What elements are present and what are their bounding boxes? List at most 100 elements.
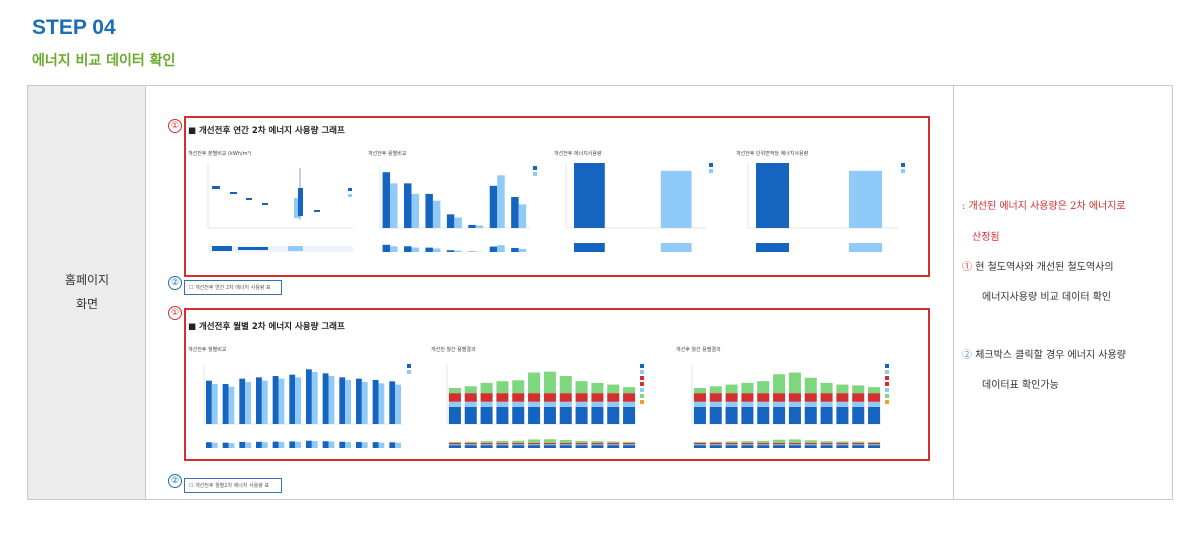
bar-개선후	[378, 383, 385, 424]
overview-bar	[756, 243, 789, 252]
overview-bar	[228, 443, 235, 448]
annual-boxplot-chart	[207, 163, 353, 252]
overview-stack	[741, 441, 754, 443]
overview-bar	[239, 441, 246, 448]
bar-개선전	[468, 224, 476, 228]
stack-light	[757, 401, 770, 407]
stack-light	[725, 401, 738, 407]
marker-2-top: ②	[168, 276, 182, 290]
overview-bar	[497, 245, 505, 252]
stack-light	[448, 401, 461, 407]
overview-bar	[849, 243, 882, 252]
note-2-line1: ① 현 철도역사와 개선된 철도역사의	[962, 261, 1114, 275]
stack-dark	[693, 406, 706, 424]
stack-red	[623, 393, 636, 402]
annual-chart-title-2: 개선전후 용별비교	[368, 151, 407, 157]
bar-개선후	[475, 225, 484, 228]
stack-red	[464, 393, 477, 402]
stack-green	[820, 382, 833, 394]
monthly-chart-title-2: 개선전 월간 용별결과	[431, 347, 476, 353]
stack-light	[528, 401, 541, 407]
stack-red	[852, 393, 865, 402]
overview-stack	[757, 445, 770, 448]
stack-light	[496, 401, 509, 407]
overview-stack	[448, 442, 461, 443]
stack-dark	[868, 406, 881, 424]
stack-red	[591, 393, 604, 402]
stack-red	[512, 393, 525, 402]
overview-stack	[709, 441, 722, 443]
overview-stack	[559, 442, 572, 445]
stack-green	[757, 381, 770, 394]
stack-green	[852, 385, 865, 394]
stack-red	[868, 393, 881, 402]
stack-dark	[528, 406, 541, 424]
overview-stack	[607, 442, 620, 445]
overview-stack	[607, 441, 620, 443]
stack-light	[480, 401, 493, 407]
stack-light	[788, 401, 801, 407]
stack-dark	[725, 406, 738, 424]
monthly-chart-title-3: 개선후 월간 용별결과	[676, 347, 721, 353]
overview-stack	[852, 445, 865, 448]
step-title: STEP 04	[32, 16, 116, 39]
stack-light	[623, 401, 636, 407]
overview-stack	[512, 440, 525, 443]
overview-stack	[496, 444, 509, 446]
bar-개선전	[256, 377, 262, 424]
screenshot-cell: ① ■ 개선전후 연간 2차 에너지 사용량 그래프 개선전후 분별비교 (kW…	[146, 86, 954, 499]
stack-green	[559, 376, 572, 394]
stack-red	[575, 393, 588, 402]
note-3-text1: 체크박스 클릭할 경우 에너지 사용량	[975, 350, 1126, 361]
annual-table-checkbox[interactable]: ☐ 개선전후 연간 2차 에너지 사용량 표	[184, 280, 282, 295]
stack-green	[725, 384, 738, 394]
marker-1-bottom: ①	[168, 306, 182, 320]
overview-bar	[289, 441, 296, 448]
monthly-section-title: ■ 개선전후 월별 2차 에너지 사용량 그래프	[188, 322, 345, 332]
legend-swatch	[533, 166, 537, 170]
stack-dark	[575, 406, 588, 424]
overview-stack	[496, 442, 509, 445]
overview-stack	[725, 445, 738, 448]
overview-stack	[725, 442, 738, 445]
stack-green	[528, 372, 541, 394]
stack-green	[788, 372, 801, 394]
stack-red	[773, 393, 786, 402]
stack-dark	[607, 406, 620, 424]
legend-swatch	[640, 382, 644, 386]
overview-stack	[448, 442, 461, 445]
overview-stack	[709, 444, 722, 446]
stack-green	[868, 387, 881, 394]
overview-bar	[432, 248, 441, 252]
note-2-text1: 현 철도역사와 개선된 철도역사의	[975, 262, 1114, 273]
monthly-table-checkbox[interactable]: ☐ 개선전후 월별2차 에너지 사용량 표	[184, 478, 282, 493]
overview-bar	[206, 442, 212, 448]
bar-개선후	[411, 193, 419, 228]
monthly-after-stacked-chart	[691, 364, 889, 448]
stack-dark	[480, 406, 493, 424]
overview-bar	[660, 243, 692, 252]
overview-bar	[306, 440, 312, 448]
overview-bar	[511, 248, 519, 252]
left-label: 홈페이지 화면	[28, 268, 146, 316]
bar-개선전	[206, 380, 212, 424]
stack-green	[480, 382, 493, 394]
monthly-table-checkbox-label: 개선전후 월별2차 에너지 사용량 표	[195, 483, 270, 489]
stack-dark	[543, 406, 556, 424]
legend-swatch	[901, 169, 905, 173]
bar-개선전	[574, 163, 605, 228]
overview-stack	[528, 445, 541, 448]
overview-bar	[278, 441, 285, 448]
overview-stack	[464, 445, 477, 448]
overview-stack	[788, 439, 801, 443]
bar-개선후	[278, 378, 285, 424]
bar-개선전	[372, 380, 379, 424]
stack-green	[512, 380, 525, 394]
stack-red	[528, 393, 541, 402]
overview-stack	[448, 444, 461, 446]
stack-red	[788, 393, 801, 402]
overview-stack	[623, 445, 636, 448]
overview-bar	[390, 246, 398, 252]
overview-bar	[382, 244, 391, 252]
stack-green	[773, 374, 786, 394]
